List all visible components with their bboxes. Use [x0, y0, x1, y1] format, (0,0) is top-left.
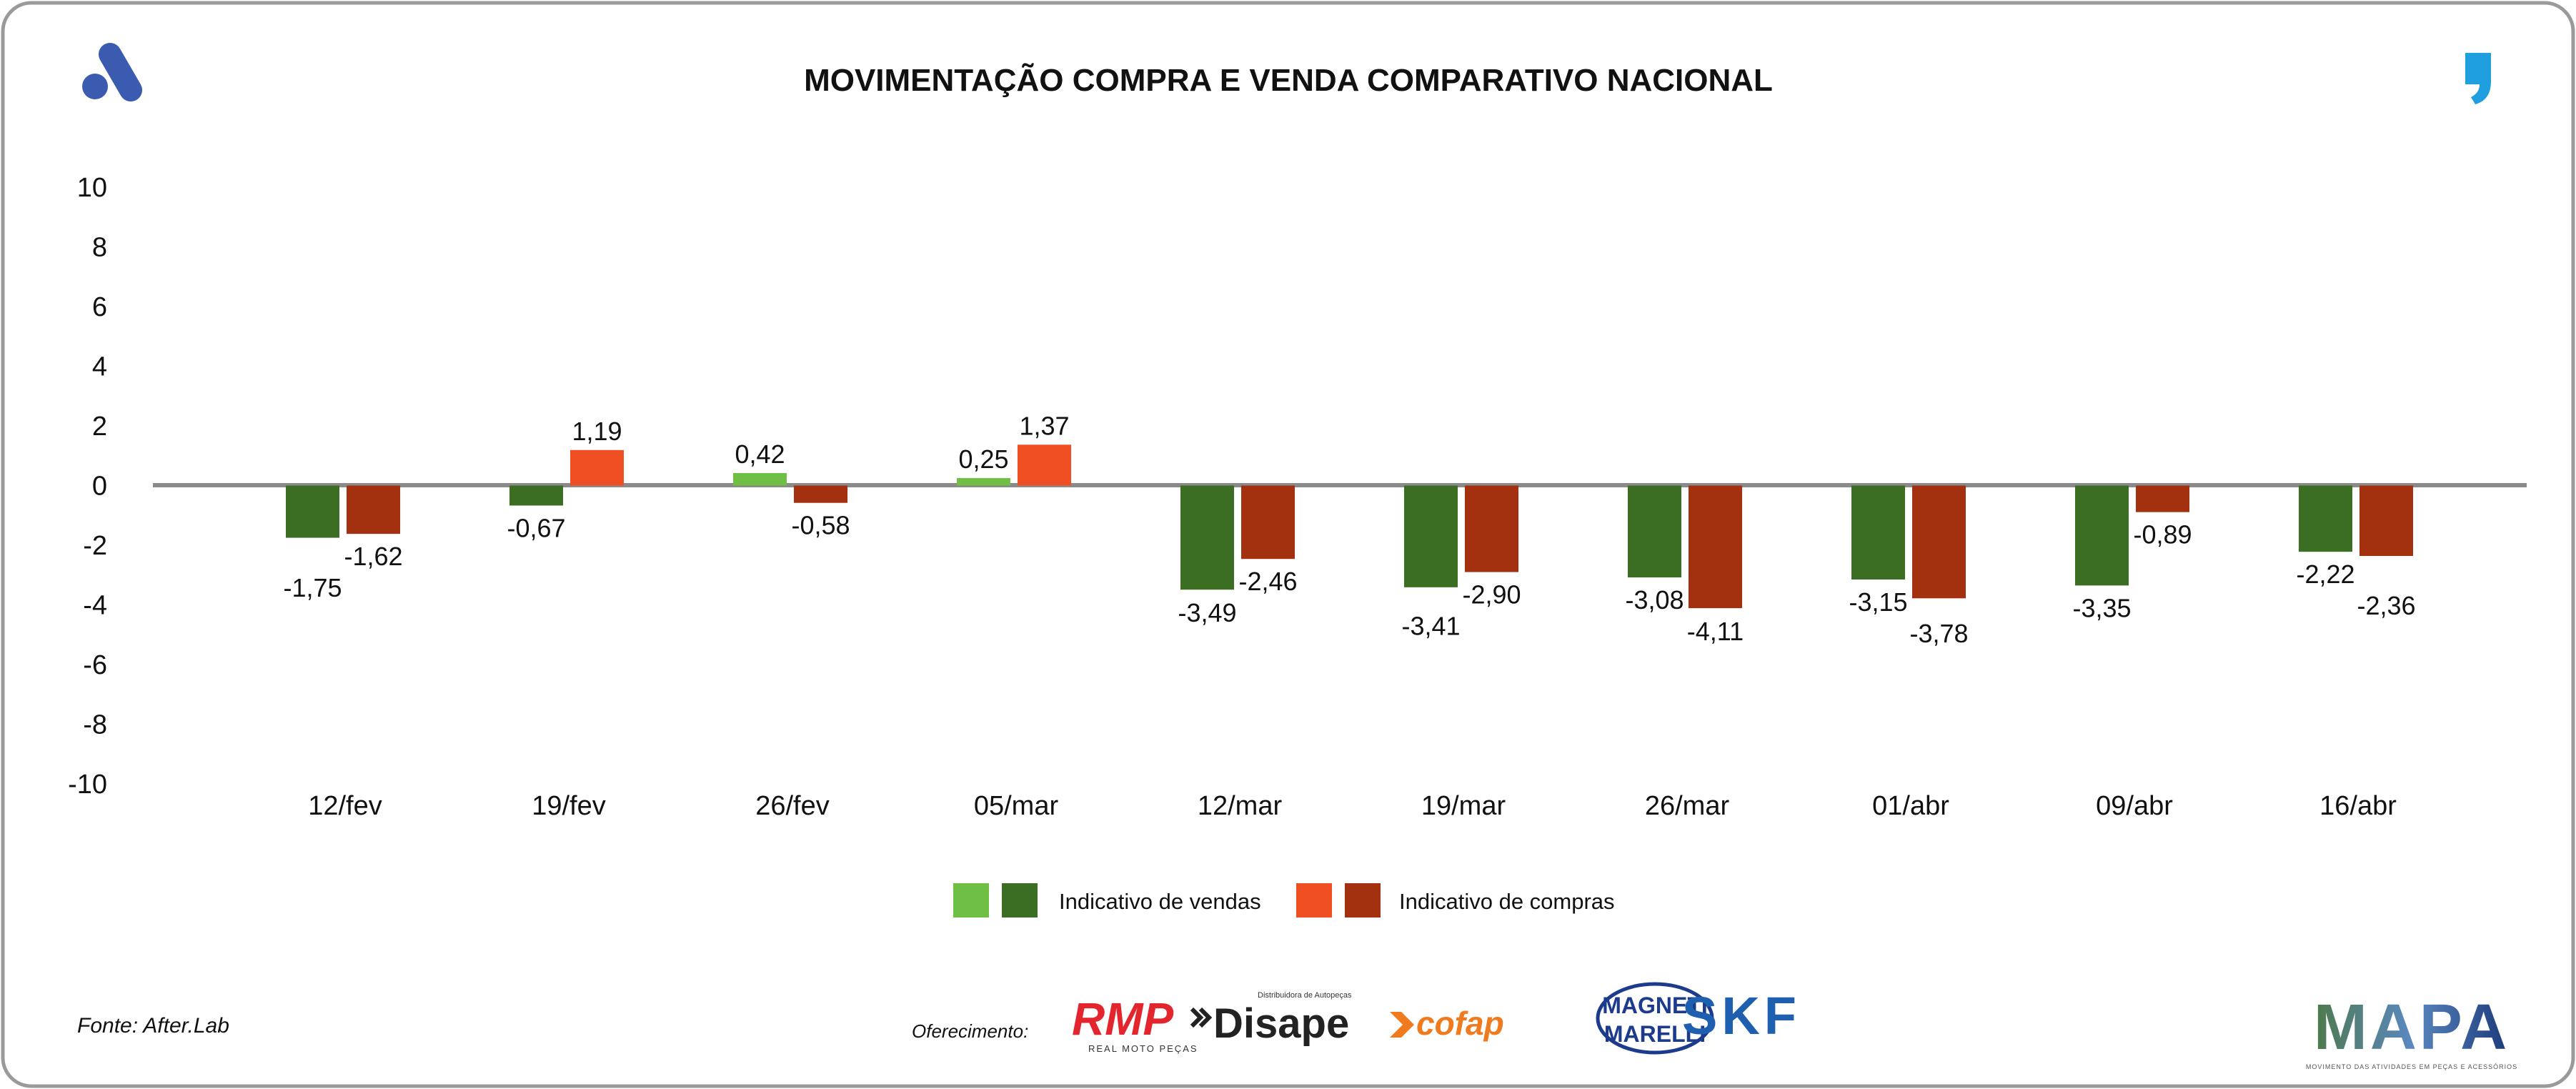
data-label: -0,58 [791, 511, 850, 540]
svg-text:MOVIMENTO DAS ATIVIDADES EM PE: MOVIMENTO DAS ATIVIDADES EM PEÇAS E ACES… [2306, 1063, 2517, 1070]
sales-bar [1404, 485, 1458, 587]
skf-logo: SKF [1682, 986, 1801, 1045]
legend-label-sales: Indicativo de vendas [1059, 889, 1261, 914]
data-label: -2,90 [1462, 580, 1521, 610]
x-tick-label: 19/fev [532, 791, 606, 821]
mapa-logo: MAPA MOVIMENTO DAS ATIVIDADES EM PEÇAS E… [2306, 992, 2517, 1070]
y-tick-label: -8 [83, 710, 107, 740]
data-label: -3,78 [1909, 619, 1968, 648]
sales-bar [509, 485, 563, 506]
legend-swatch-purchases-negative [1345, 883, 1381, 918]
data-label: -0,89 [2133, 520, 2192, 550]
data-label: -2,36 [2357, 591, 2415, 620]
svg-text:SKF: SKF [1682, 986, 1801, 1045]
purchases-bar [1912, 485, 1966, 599]
sales-bar [1851, 485, 1905, 580]
sales-bar [286, 485, 339, 538]
x-tick-label: 26/mar [1645, 791, 1730, 821]
svg-text:MAGNETI: MAGNETI [1602, 993, 1708, 1018]
y-tick-label: -10 [68, 770, 107, 800]
y-tick-label: 0 [92, 472, 107, 502]
purchases-bar [794, 485, 847, 503]
y-tick-label: 2 [92, 412, 107, 442]
svg-text:RMP: RMP [1072, 993, 1174, 1045]
data-label: -2,22 [2296, 560, 2354, 589]
sales-bar [2075, 485, 2129, 586]
purchases-bar [570, 449, 624, 486]
data-label: 1,19 [572, 417, 622, 446]
purchases-bar [2359, 485, 2413, 557]
sales-bar [957, 478, 1010, 486]
legend: Indicativo de vendas Indicativo de compr… [953, 883, 1615, 918]
x-tick-label: 01/abr [1872, 791, 1949, 821]
chart-title: MOVIMENTAÇÃO COMPRA E VENDA COMPARATIVO … [804, 62, 1773, 98]
data-label: -3,15 [1849, 587, 1907, 617]
legend-label-purchases: Indicativo de compras [1399, 889, 1615, 914]
data-label: -3,49 [1178, 598, 1236, 627]
y-tick-label: -4 [83, 591, 107, 621]
purchases-bar [347, 485, 400, 534]
y-tick-label: 8 [92, 233, 107, 263]
data-label: 0,25 [958, 444, 1008, 474]
data-label: -3,35 [2072, 593, 2131, 622]
svg-text:Disape: Disape [1213, 1000, 1349, 1047]
x-tick-label: 26/fev [755, 791, 830, 821]
x-tick-label: 12/fev [308, 791, 382, 821]
x-tick-label: 12/mar [1198, 791, 1283, 821]
purchases-bar [1465, 485, 1518, 572]
y-tick-label: 4 [92, 352, 107, 382]
cofap-logo: cofap [1390, 1005, 1504, 1042]
purchases-bar [1018, 444, 1071, 486]
sales-bar [733, 472, 787, 486]
y-tick-label: 10 [77, 173, 107, 203]
x-tick-label: 16/abr [2319, 791, 2397, 821]
legend-swatch-sales-negative [1002, 883, 1038, 918]
chevron-icon [1190, 1007, 1213, 1028]
data-label: 0,42 [735, 439, 785, 469]
y-tick-label: 6 [92, 292, 107, 322]
data-label: -1,62 [344, 542, 402, 571]
sales-bar [1180, 485, 1234, 590]
x-tick-label: 09/abr [2096, 791, 2173, 821]
purchases-bar [2136, 485, 2189, 512]
svg-text:Distribuidora de Autopeças: Distribuidora de Autopeças [1258, 991, 1352, 1000]
data-label: -3,08 [1625, 585, 1684, 615]
data-label: -3,41 [1401, 612, 1460, 641]
svg-text:REAL MOTO PEÇAS: REAL MOTO PEÇAS [1088, 1043, 1198, 1054]
sponsor-label: Oferecimento: [912, 1020, 1028, 1042]
data-label: -0,67 [507, 513, 565, 542]
purchases-bar [1689, 485, 1742, 609]
data-label: 1,37 [1019, 411, 1069, 440]
rmp-logo: RMP REAL MOTO PEÇAS [1072, 993, 1198, 1054]
legend-swatch-sales-positive [953, 883, 989, 918]
magneti-marelli-logo: MAGNETI MARELLI [1596, 982, 1714, 1055]
disape-logo: Disape Distribuidora de Autopeças [1190, 991, 1352, 1047]
data-label: -2,46 [1238, 567, 1297, 596]
sales-bar [1628, 485, 1681, 578]
x-tick-label: 05/mar [974, 791, 1059, 821]
quote-mark-icon [2465, 53, 2491, 104]
svg-text:cofap: cofap [1416, 1005, 1504, 1042]
x-tick-label: 19/mar [1421, 791, 1506, 821]
y-tick-label: -2 [83, 531, 107, 561]
data-label: -1,75 [283, 573, 342, 602]
svg-text:MAPA: MAPA [2314, 992, 2510, 1063]
data-label: -4,11 [1687, 617, 1744, 646]
y-tick-label: -6 [83, 650, 107, 680]
purchases-bar [1241, 485, 1295, 560]
sales-bar [2299, 485, 2352, 552]
legend-swatch-purchases-positive [1296, 883, 1332, 918]
afterlab-logo-icon [82, 43, 142, 101]
source-text: Fonte: After.Lab [77, 1014, 229, 1038]
svg-text:MARELLI: MARELLI [1604, 1021, 1706, 1047]
